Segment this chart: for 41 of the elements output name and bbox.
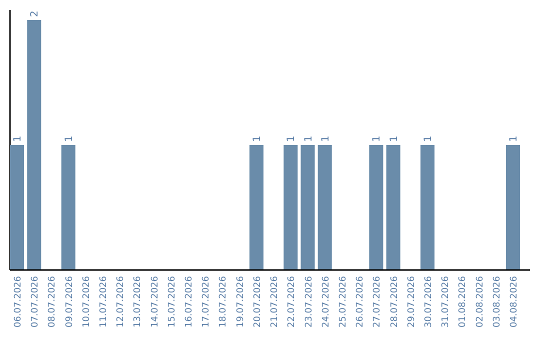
data-label: 1: [320, 136, 332, 142]
x-tick-label: 14.07.2026: [150, 276, 160, 328]
x-tick-label: 04.08.2026: [509, 276, 520, 328]
x-tick-label: 03.08.2026: [492, 276, 502, 328]
x-tick-label: 19.07.2026: [236, 276, 246, 328]
data-label: 2: [30, 10, 41, 17]
x-tick-label: 29.07.2026: [406, 276, 417, 328]
data-label: 1: [64, 136, 75, 142]
data-label: 1: [422, 136, 434, 142]
data-label: 1: [303, 136, 314, 142]
x-tick-label: 07.07.2026: [30, 276, 41, 328]
data-label: 1: [388, 136, 400, 142]
x-tick-label: 12.07.2026: [116, 276, 126, 328]
x-tick-label: 16.07.2026: [184, 276, 195, 328]
x-tick-label: 24.07.2026: [321, 276, 332, 328]
data-label: 1: [12, 136, 24, 142]
x-tick-label: 31.07.2026: [441, 276, 452, 328]
x-tick-label: 30.07.2026: [424, 276, 434, 328]
x-tick-label: 01.08.2026: [458, 276, 468, 328]
x-tick-label: 18.07.2026: [218, 276, 229, 328]
x-tick-label: 13.07.2026: [133, 276, 144, 328]
x-tick-label: 06.07.2026: [14, 276, 24, 328]
data-label: 1: [372, 136, 383, 142]
x-tick-label: 23.07.2026: [304, 276, 314, 328]
x-tick-label: 17.07.2026: [202, 276, 212, 328]
x-tick-label: 11.07.2026: [99, 276, 110, 328]
x-tick-label: 25.07.2026: [338, 276, 348, 328]
x-tick-label: 27.07.2026: [372, 276, 383, 328]
x-tick-label: 02.08.2026: [475, 276, 486, 328]
data-label: 1: [252, 136, 263, 142]
x-tick-label: 09.07.2026: [64, 276, 75, 328]
x-tick-label: 21.07.2026: [270, 276, 280, 328]
x-tick-label: 15.07.2026: [167, 276, 178, 328]
x-tick-label: 08.07.2026: [48, 276, 58, 328]
x-tick-label: 22.07.2026: [287, 276, 298, 328]
data-label: 1: [508, 136, 520, 142]
data-label: 1: [286, 136, 298, 142]
x-tick-label: 10.07.2026: [82, 276, 92, 328]
x-tick-label: 28.07.2026: [390, 276, 400, 328]
x-tick-label: 26.07.2026: [356, 276, 366, 328]
x-tick-label: 20.07.2026: [252, 276, 263, 328]
